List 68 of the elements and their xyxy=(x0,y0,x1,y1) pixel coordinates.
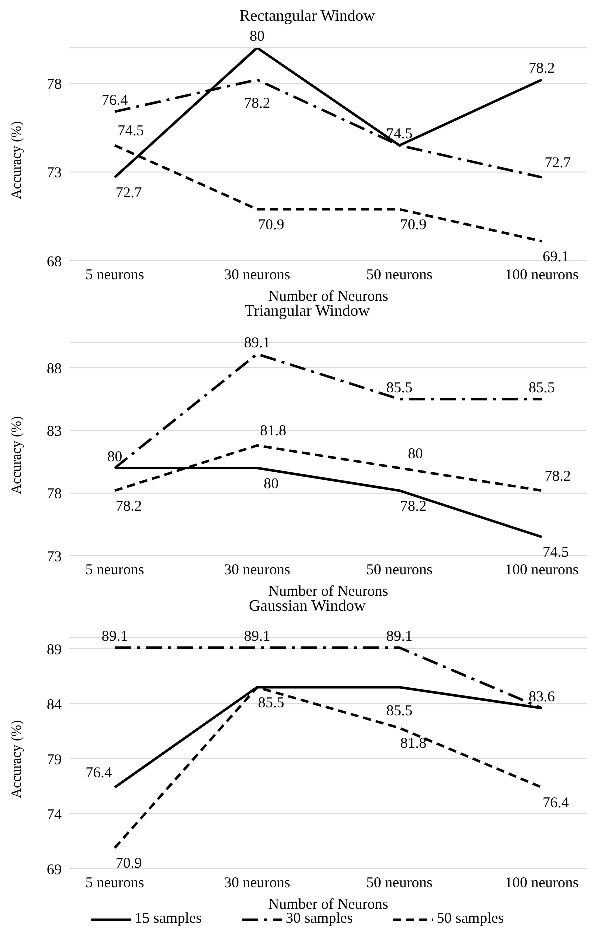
data-label: 89.1 xyxy=(386,628,413,645)
x-axis-title: Number of Neurons xyxy=(268,584,389,600)
data-label: 74.5 xyxy=(386,126,413,143)
data-label: 80 xyxy=(264,476,279,492)
x-tick-label: 30 neurons xyxy=(224,268,291,284)
data-label: 89.1 xyxy=(244,335,270,352)
y-tick-label: 84 xyxy=(47,697,62,714)
data-label: 70.9 xyxy=(400,218,427,234)
data-label: 70.9 xyxy=(258,218,284,234)
y-tick-label: 78 xyxy=(47,76,62,93)
data-label: 89.1 xyxy=(244,628,270,645)
data-label: 76.4 xyxy=(542,796,570,812)
data-label: 80 xyxy=(408,446,424,462)
data-label: 72.7 xyxy=(544,156,572,172)
chart-title: Gaussian Window xyxy=(248,598,367,617)
x-axis-title: Number of Neurons xyxy=(268,897,389,913)
data-label: 80 xyxy=(108,449,122,466)
y-tick-label: 89 xyxy=(47,642,62,658)
x-tick-label: 50 neurons xyxy=(366,562,433,579)
x-tick-label: 100 neurons xyxy=(505,562,580,579)
y-tick-label: 79 xyxy=(47,752,62,768)
y-axis-title: Accuracy (%) xyxy=(10,121,25,200)
data-label: 81.8 xyxy=(260,424,286,440)
y-tick-label: 69 xyxy=(47,862,62,878)
y-tick-label: 68 xyxy=(47,254,62,270)
data-label: 78.2 xyxy=(116,498,142,515)
data-label: 83.6 xyxy=(528,689,556,706)
x-tick-label: 5 neurons xyxy=(86,876,145,892)
legend-label: 15 samples xyxy=(134,911,202,928)
data-label: 78.2 xyxy=(244,96,270,112)
legend-label: 50 samples xyxy=(437,911,504,928)
x-axis-title: Number of Neurons xyxy=(268,289,389,305)
data-label: 74.5 xyxy=(542,545,570,562)
chart-title: Triangular Window xyxy=(244,303,372,322)
legend-label: 30 samples xyxy=(286,911,354,928)
y-tick-label: 88 xyxy=(47,361,62,378)
y-tick-label: 78 xyxy=(47,486,62,503)
data-label: 72.7 xyxy=(116,186,143,202)
y-tick-label: 73 xyxy=(47,166,62,182)
data-label: 74.5 xyxy=(118,124,144,140)
x-tick-label: 30 neurons xyxy=(224,876,291,892)
y-tick-label: 73 xyxy=(47,549,62,566)
x-tick-label: 50 neurons xyxy=(366,876,433,892)
x-tick-label: 30 neurons xyxy=(224,562,291,579)
x-tick-label: 100 neurons xyxy=(505,268,580,284)
data-label: 85.5 xyxy=(258,696,284,712)
y-tick-label: 83 xyxy=(47,424,62,440)
y-tick-label: 74 xyxy=(47,807,62,824)
data-label: 76.4 xyxy=(86,766,113,782)
data-label: 78.2 xyxy=(528,60,556,77)
x-tick-label: 5 neurons xyxy=(86,268,145,284)
x-tick-label: 5 neurons xyxy=(86,562,145,579)
data-label: 89.1 xyxy=(102,628,128,645)
y-axis-title: Accuracy (%) xyxy=(10,720,25,798)
data-label: 85.5 xyxy=(386,380,413,396)
x-tick-label: 100 neurons xyxy=(505,876,580,892)
data-label: 76.4 xyxy=(102,92,129,109)
y-axis-title: Accuracy (%) xyxy=(10,416,25,494)
data-label: 85.5 xyxy=(386,704,413,720)
x-tick-label: 50 neurons xyxy=(366,268,433,284)
data-label: 78.2 xyxy=(544,468,572,485)
data-label: 78.2 xyxy=(400,498,427,515)
data-label: 80 xyxy=(250,29,265,45)
data-label: 81.8 xyxy=(400,736,427,752)
chart-title: Rectangular Window xyxy=(238,8,376,27)
data-label: 85.5 xyxy=(528,380,556,396)
data-label: 70.9 xyxy=(116,856,142,872)
data-label: 69.1 xyxy=(542,249,570,266)
